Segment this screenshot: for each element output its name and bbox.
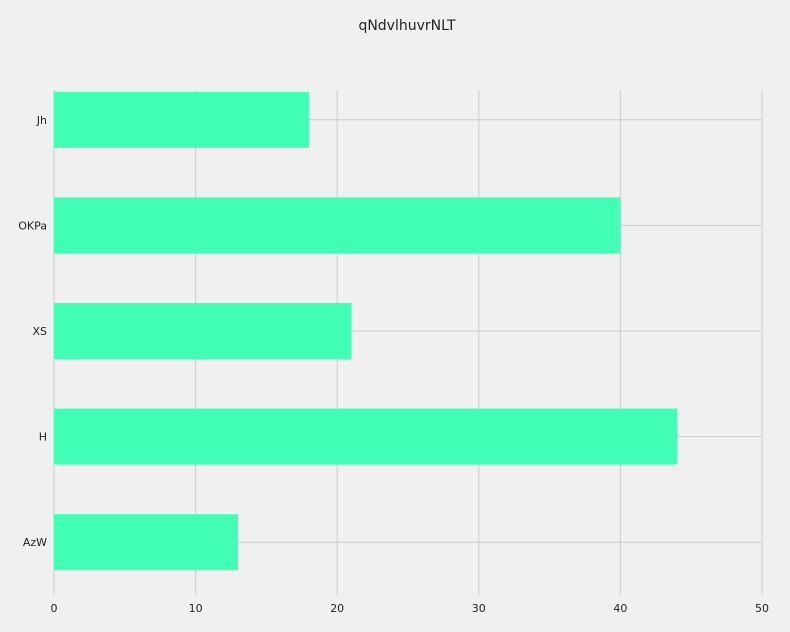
- y-tick-label: Jh: [36, 114, 47, 127]
- y-tick-label: H: [39, 431, 47, 444]
- y-axis-tick-labels: Jh OKPa XS H AzW: [18, 114, 47, 549]
- chart-title: qNdvlhuvrNLT: [358, 18, 456, 34]
- bar: [54, 91, 309, 148]
- x-axis-tick-labels: 0 10 20 30 40 50: [51, 602, 770, 615]
- y-tick-label: AzW: [23, 536, 47, 549]
- bar: [54, 408, 678, 465]
- x-tick-label: 30: [472, 602, 486, 615]
- bar: [54, 197, 621, 254]
- x-tick-label: 0: [51, 602, 58, 615]
- y-tick-label: XS: [32, 325, 47, 338]
- x-tick-label: 50: [755, 602, 769, 615]
- x-tick-label: 20: [330, 602, 344, 615]
- bar-layer: [54, 91, 678, 571]
- bar: [54, 303, 352, 359]
- bar: [54, 514, 239, 571]
- x-tick-label: 10: [189, 602, 203, 615]
- y-tick-label: OKPa: [18, 219, 47, 232]
- x-tick-label: 40: [613, 602, 627, 615]
